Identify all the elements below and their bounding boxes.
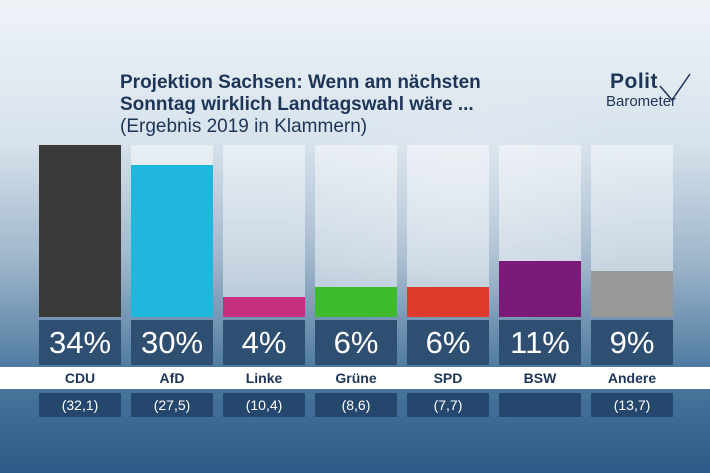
value-label-cdu: 34% xyxy=(39,320,121,365)
category-label-spd: SPD xyxy=(407,367,489,389)
chart-title: Projektion Sachsen: Wenn am nächsten Son… xyxy=(120,72,540,138)
logo-text-polit: Polit xyxy=(610,70,658,93)
checkmark-icon xyxy=(659,73,691,102)
logo-text-barometer: Barometer xyxy=(606,93,677,110)
bar-spd xyxy=(407,287,489,317)
category-label-cdu: CDU xyxy=(39,367,121,389)
value-label-bsw: 11% xyxy=(499,320,581,365)
bar-linke xyxy=(223,297,305,317)
value-label-spd: 6% xyxy=(407,320,489,365)
previous-result-cdu: (32,1) xyxy=(39,393,121,417)
category-label-bsw: BSW xyxy=(499,367,581,389)
value-label-gruene: 6% xyxy=(315,320,397,365)
value-label-andere: 9% xyxy=(591,320,673,365)
bar-cdu xyxy=(39,145,121,317)
category-label-afd: AfD xyxy=(131,367,213,389)
previous-result-afd: (27,5) xyxy=(131,393,213,417)
title-line-1: Projektion Sachsen: Wenn am nächsten xyxy=(120,72,481,93)
bar-background-linke xyxy=(223,145,305,317)
bar-andere xyxy=(591,271,673,317)
previous-result-spd: (7,7) xyxy=(407,393,489,417)
category-label-linke: Linke xyxy=(223,367,305,389)
previous-result-bsw xyxy=(499,393,581,417)
value-label-afd: 30% xyxy=(131,320,213,365)
bar-gruene xyxy=(315,287,397,317)
politbarometer-logo: Polit Barometer xyxy=(606,70,698,114)
category-label-andere: Andere xyxy=(591,367,673,389)
previous-result-linke: (10,4) xyxy=(223,393,305,417)
category-label-gruene: Grüne xyxy=(315,367,397,389)
bar-bsw xyxy=(499,261,581,317)
chart-subtitle: (Ergebnis 2019 in Klammern) xyxy=(120,116,368,137)
previous-result-gruene: (8,6) xyxy=(315,393,397,417)
bar-afd xyxy=(131,165,213,317)
title-line-2: Sonntag wirklich Landtagswahl wäre ... xyxy=(120,94,474,115)
previous-result-andere: (13,7) xyxy=(591,393,673,417)
value-label-linke: 4% xyxy=(223,320,305,365)
